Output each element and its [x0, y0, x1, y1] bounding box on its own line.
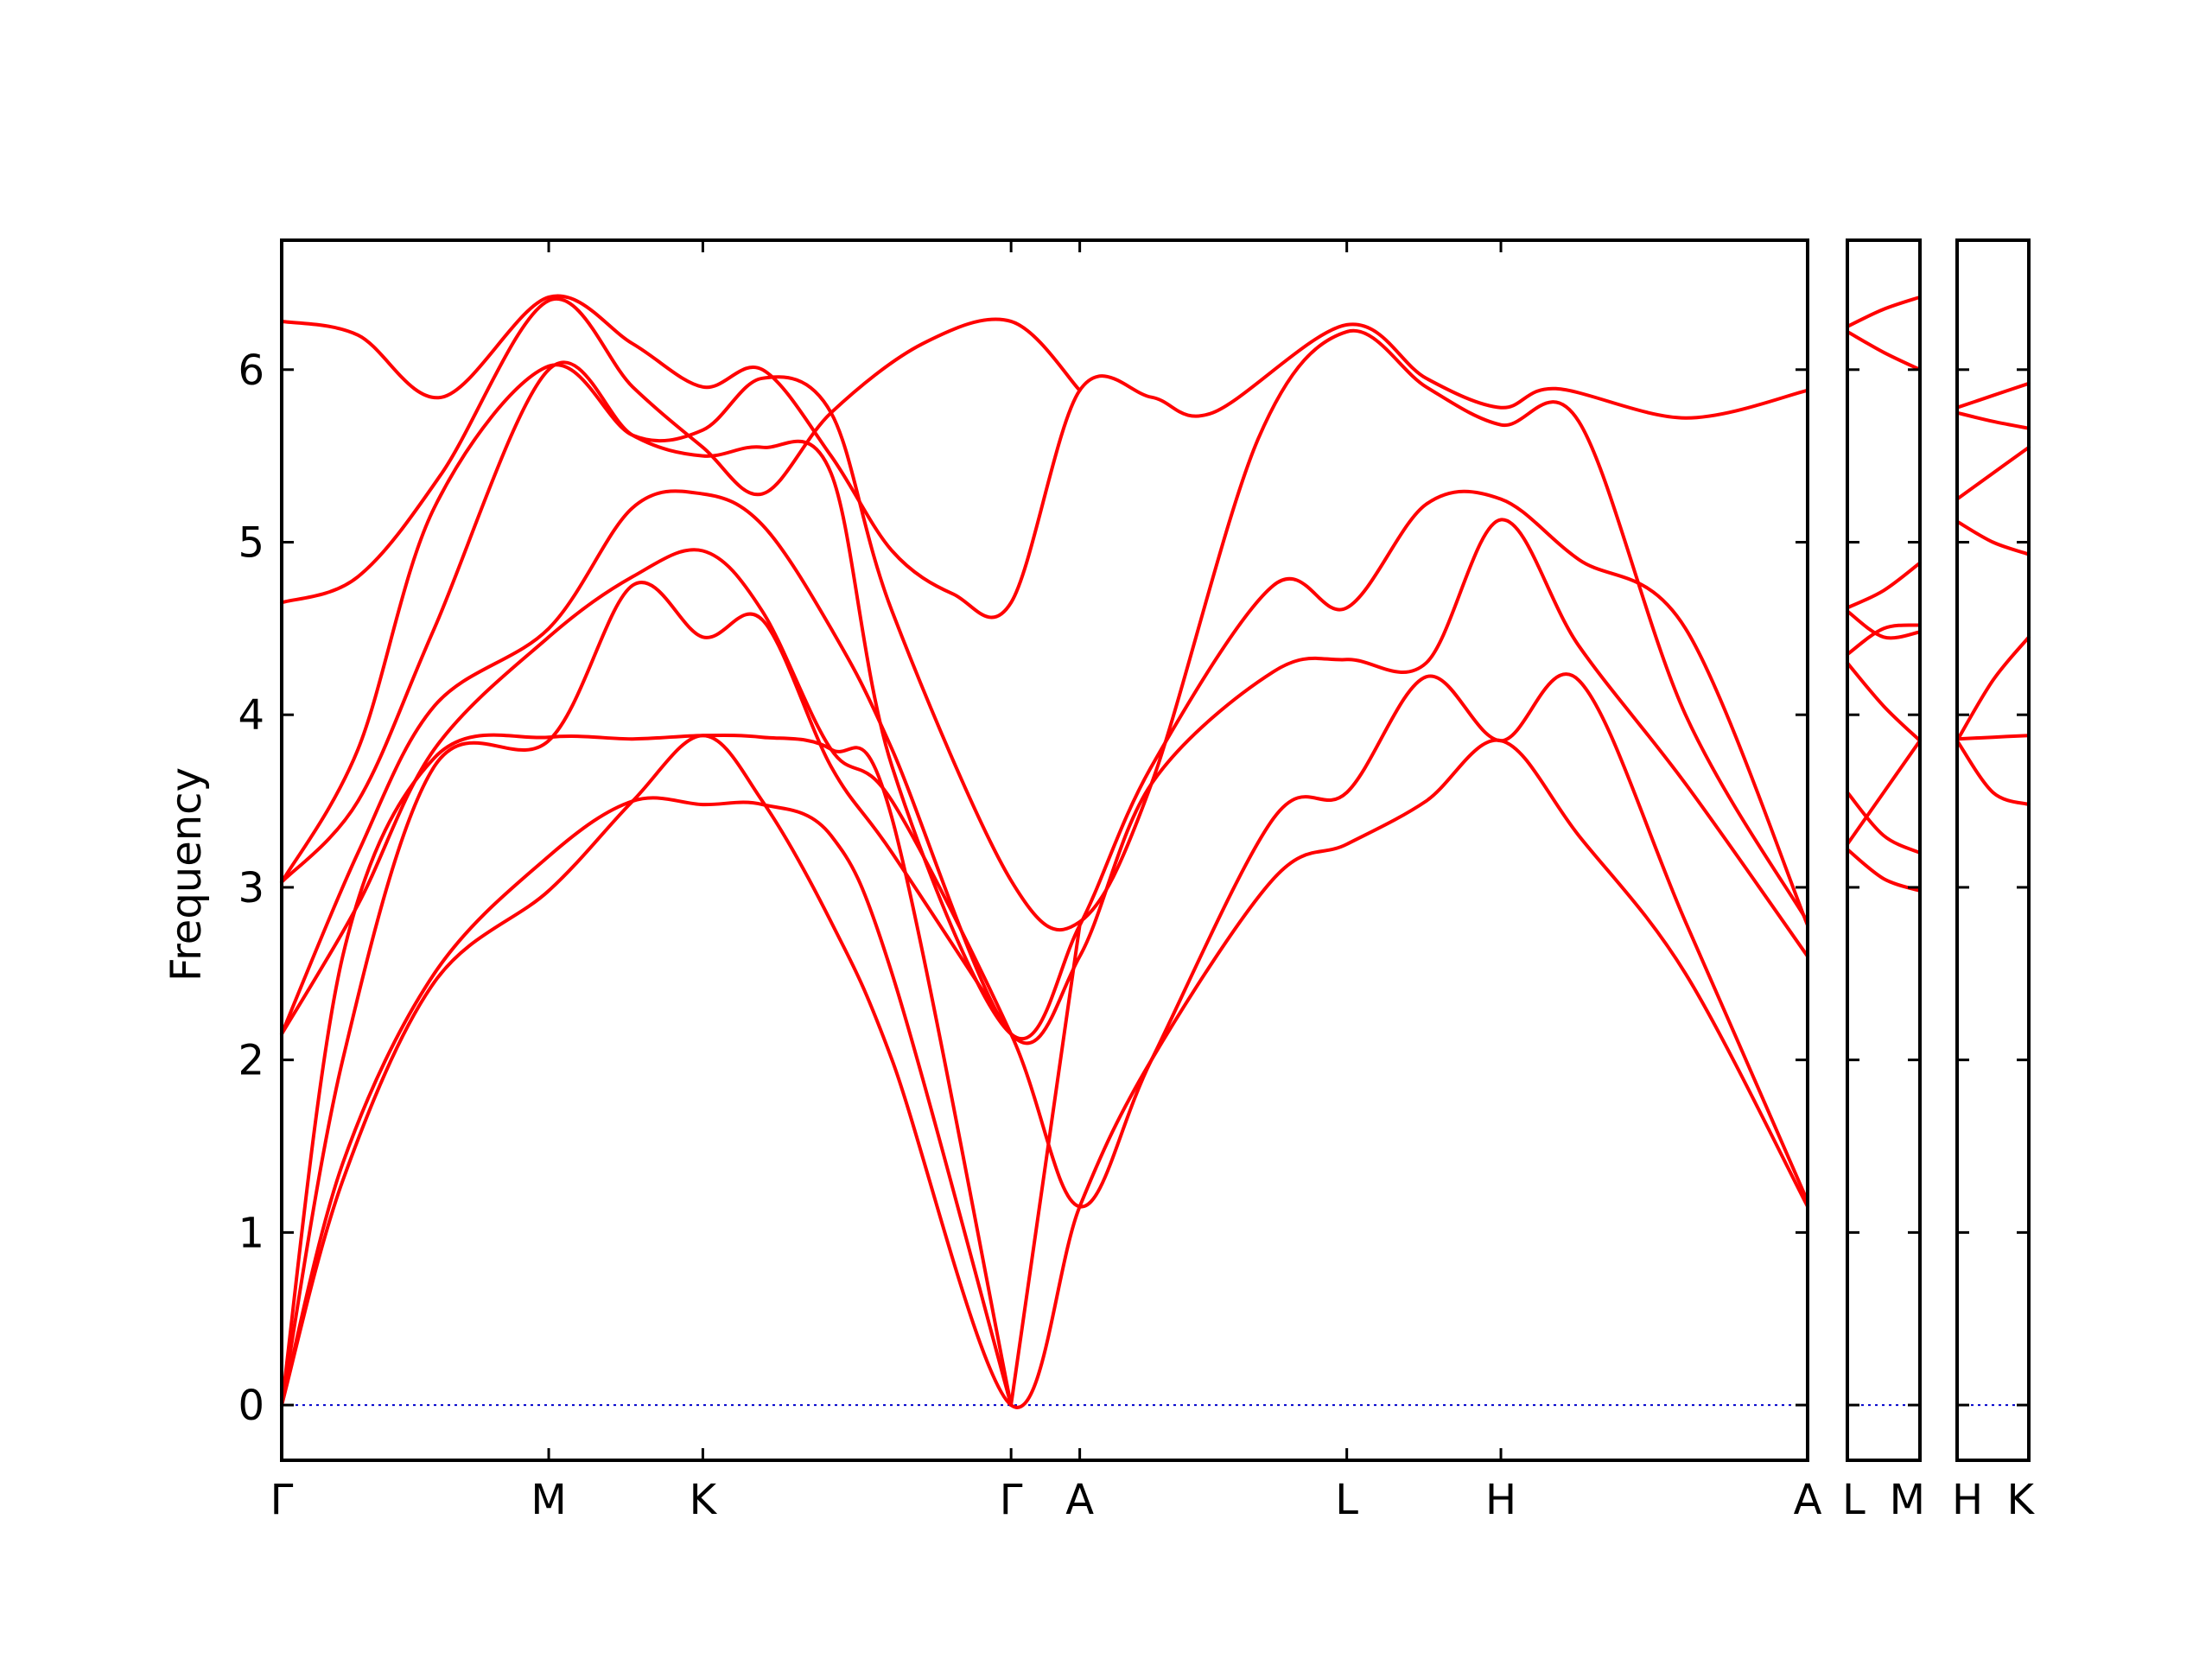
panel-frame-main [280, 238, 1809, 1462]
band-main-5 [280, 489, 1809, 1046]
band-H-K-3 [1955, 445, 2031, 501]
band-main-8 [280, 733, 1014, 1408]
band-H-K-5 [1955, 635, 2031, 743]
x-tick-label: K [2007, 1476, 2036, 1524]
band-main-11 [1009, 923, 1082, 1408]
band-L-M-9 [1846, 848, 1922, 893]
x-tick-label: A [1794, 1476, 1822, 1524]
y-tick-label: 1 [238, 1209, 264, 1257]
band-H-K-7 [1955, 739, 2031, 807]
x-tick-label: Γ [270, 1476, 294, 1524]
x-tick-label: L [1842, 1476, 1866, 1524]
band-H-K-1 [1955, 381, 2031, 410]
band-L-M-2 [1846, 329, 1922, 372]
x-tick-label: Γ [1000, 1476, 1023, 1524]
panel-frame-L-M [1846, 238, 1922, 1462]
band-L-M-1 [1846, 295, 1922, 328]
bands [280, 294, 2031, 1409]
x-tick-label: H [1485, 1476, 1516, 1524]
band-H-K-2 [1955, 410, 2031, 430]
y-tick-label: 5 [238, 519, 264, 568]
band-main-3 [280, 328, 1809, 931]
band-main-6 [280, 548, 1809, 1209]
band-H-K-4 [1955, 519, 2031, 556]
y-tick-label: 4 [238, 691, 264, 740]
band-H-K-6 [1955, 734, 2031, 741]
band-L-M-6 [1846, 661, 1922, 743]
x-tick-label: H [1952, 1476, 1983, 1524]
band-main-10 [280, 734, 1809, 1409]
y-tick-label: 6 [238, 346, 264, 395]
panel-frame-H-K [1955, 238, 2031, 1462]
band-main-9 [280, 796, 1014, 1408]
x-tick-label: A [1065, 1476, 1094, 1524]
x-tick-label: M [1890, 1476, 1925, 1524]
band-L-M-4 [1846, 609, 1922, 640]
y-tick-label: 2 [238, 1037, 264, 1085]
x-tick-label: L [1335, 1476, 1358, 1524]
y-axis-title: Frequency [162, 767, 211, 982]
x-tick-label: M [531, 1476, 566, 1524]
band-L-M-7 [1846, 791, 1922, 855]
band-L-M-3 [1846, 561, 1922, 610]
y-tick-label: 3 [238, 864, 264, 912]
band-L-M-5 [1846, 623, 1922, 657]
x-tick-label: K [690, 1476, 718, 1524]
band-main-4 [280, 360, 1809, 1041]
band-main-7 [280, 581, 1014, 1408]
band-main-2 [280, 296, 1082, 605]
y-tick-label: 0 [238, 1382, 264, 1430]
band-L-M-8 [1846, 739, 1922, 846]
band-main-1 [280, 294, 1809, 620]
